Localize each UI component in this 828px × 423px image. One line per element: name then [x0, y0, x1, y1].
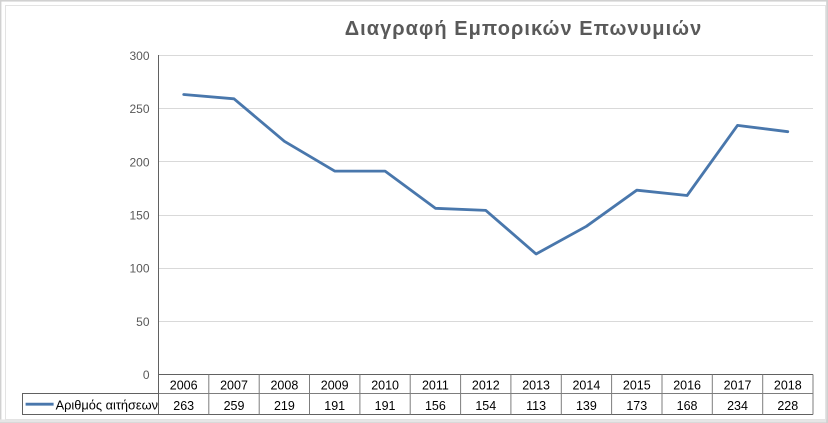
- svg-text:2012: 2012: [472, 379, 500, 393]
- svg-text:2018: 2018: [774, 379, 802, 393]
- svg-text:50: 50: [136, 315, 150, 329]
- svg-text:2014: 2014: [572, 379, 600, 393]
- svg-text:2009: 2009: [321, 379, 349, 393]
- svg-text:154: 154: [475, 399, 496, 413]
- svg-text:2017: 2017: [724, 379, 752, 393]
- svg-text:200: 200: [129, 155, 149, 169]
- svg-text:259: 259: [224, 399, 245, 413]
- svg-text:139: 139: [576, 399, 597, 413]
- svg-text:Αριθμός αιτήσεων: Αριθμός αιτήσεων: [56, 397, 158, 412]
- svg-text:2008: 2008: [270, 379, 298, 393]
- svg-text:219: 219: [274, 399, 295, 413]
- svg-text:100: 100: [129, 262, 149, 276]
- svg-text:0: 0: [143, 368, 150, 382]
- svg-text:2011: 2011: [422, 379, 449, 393]
- svg-text:228: 228: [777, 399, 798, 413]
- svg-text:250: 250: [129, 102, 149, 116]
- svg-text:156: 156: [425, 399, 446, 413]
- svg-text:2015: 2015: [623, 379, 651, 393]
- svg-text:191: 191: [324, 399, 345, 413]
- svg-text:168: 168: [677, 399, 698, 413]
- svg-text:173: 173: [626, 399, 647, 413]
- svg-text:263: 263: [173, 399, 194, 413]
- svg-text:234: 234: [727, 399, 748, 413]
- svg-text:191: 191: [375, 399, 396, 413]
- svg-text:2010: 2010: [371, 379, 399, 393]
- svg-text:300: 300: [129, 49, 149, 63]
- svg-text:2013: 2013: [522, 379, 550, 393]
- svg-text:2016: 2016: [673, 379, 701, 393]
- svg-text:Διαγραφή Εμπορικών Επωνυμιών: Διαγραφή Εμπορικών Επωνυμιών: [345, 18, 703, 40]
- svg-text:113: 113: [526, 399, 546, 413]
- svg-text:2007: 2007: [220, 379, 248, 393]
- svg-text:2006: 2006: [170, 379, 198, 393]
- svg-text:150: 150: [129, 209, 149, 223]
